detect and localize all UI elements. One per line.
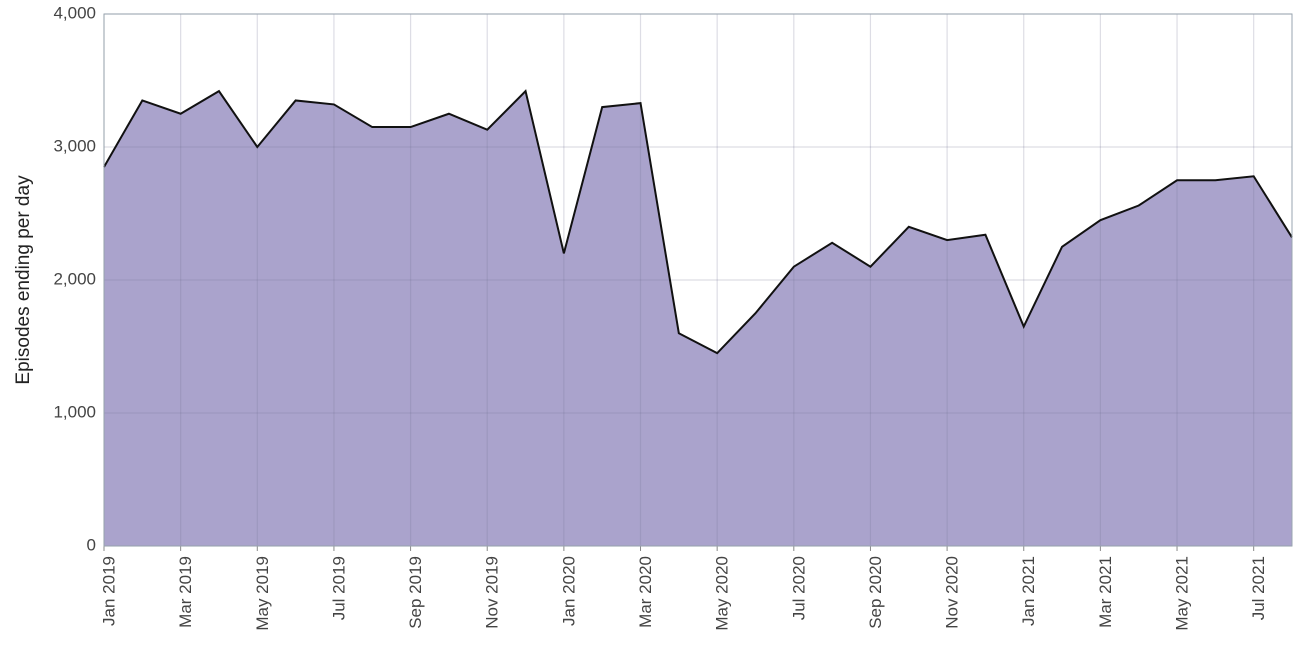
x-tick-label: Jul 2021 bbox=[1249, 556, 1268, 620]
y-tick-label: 0 bbox=[87, 535, 96, 554]
x-tick-label: Jan 2021 bbox=[1019, 556, 1038, 626]
area-fill bbox=[104, 91, 1292, 546]
x-tick-label: May 2021 bbox=[1173, 556, 1192, 631]
x-tick-label: Jul 2019 bbox=[329, 556, 348, 620]
y-axis-label: Episodes ending per day bbox=[13, 175, 34, 385]
y-tick-label: 4,000 bbox=[53, 3, 96, 22]
area-line bbox=[103, 89, 1293, 355]
x-tick-label: Mar 2019 bbox=[176, 556, 195, 628]
x-tick-label: Jul 2020 bbox=[789, 556, 808, 620]
x-tick-label: Nov 2020 bbox=[943, 556, 962, 629]
x-tick-label: Jan 2020 bbox=[559, 556, 578, 626]
plot-border bbox=[103, 13, 1293, 547]
x-tick-label: Nov 2019 bbox=[483, 556, 502, 629]
x-tick-label: Mar 2021 bbox=[1096, 556, 1115, 628]
x-tick-label: Sep 2019 bbox=[406, 556, 425, 629]
x-tick-label: May 2019 bbox=[253, 556, 272, 631]
y-tick-label: 2,000 bbox=[53, 269, 96, 288]
y-tick-label: 1,000 bbox=[53, 402, 96, 421]
x-tick-label: Sep 2020 bbox=[866, 556, 885, 629]
x-tick-label: Mar 2020 bbox=[636, 556, 655, 628]
x-tick-label: May 2020 bbox=[713, 556, 732, 631]
y-tick-label: 3,000 bbox=[53, 136, 96, 155]
x-tick-label: Jan 2019 bbox=[99, 556, 118, 626]
